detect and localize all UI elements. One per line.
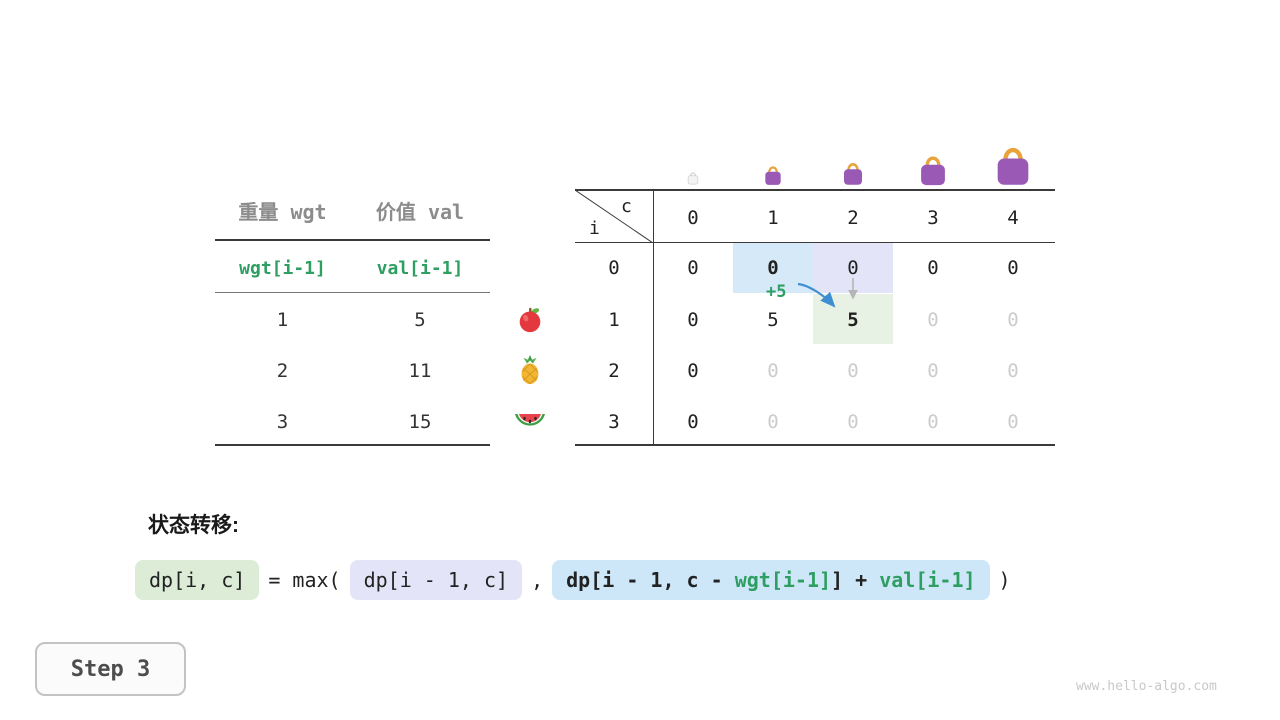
col-header: 3 (927, 207, 939, 229)
dp-cell: 0 (847, 257, 859, 279)
step-badge: Step 3 (35, 642, 186, 696)
dp-cell: 5 (847, 309, 859, 331)
dp-cell: 0 (927, 411, 939, 433)
apple-icon (515, 304, 545, 334)
divider (215, 239, 490, 241)
divider (575, 189, 1055, 191)
corner-row-label: i (589, 218, 600, 239)
bag-capacity-4-icon (991, 141, 1035, 187)
col-header: 1 (767, 207, 779, 229)
dp-cell: 0 (687, 257, 699, 279)
items-table-row: 1 5 (215, 306, 490, 334)
items-table-header: 重量 wgt 价值 val (215, 196, 490, 224)
watermelon-icon (513, 406, 547, 436)
weight-column-header: 重量 wgt (238, 199, 327, 224)
take-val-term: val[i-1] (879, 568, 976, 592)
col-header: 4 (1007, 207, 1019, 229)
state-transition-formula: dp[i, c] = max( dp[i - 1, c] , dp[i - 1,… (135, 559, 1020, 601)
bag-capacity-1-icon (762, 163, 784, 186)
row-header: 3 (608, 411, 620, 433)
items-table-row: 2 11 (215, 357, 490, 385)
corner-col-label: c (621, 196, 632, 217)
take-mid: ] + (831, 568, 880, 592)
dp-cell: 5 (767, 309, 779, 331)
row-header: 1 (608, 309, 620, 331)
formula-option-take: dp[i - 1, c - wgt[i-1]] + val[i-1] (552, 560, 990, 600)
dp-cell: 0 (687, 411, 699, 433)
item-value: 11 (408, 360, 432, 382)
take-wgt-term: wgt[i-1] (734, 568, 832, 592)
col-header: 0 (687, 207, 699, 229)
divider (215, 292, 490, 293)
item-value: 5 (414, 309, 426, 331)
watermark: www.hello-algo.com (1076, 679, 1217, 694)
plus-value-annotation: +5 (766, 282, 787, 302)
item-value: 15 (408, 411, 432, 433)
dp-cell: 0 (927, 360, 939, 382)
dp-cell: 0 (847, 411, 859, 433)
dp-cell: 0 (767, 360, 779, 382)
dp-cell: 0 (767, 257, 779, 279)
dp-cell: 0 (1007, 257, 1019, 279)
state-transition-label: 状态转移: (148, 514, 239, 537)
dp-cell: 0 (927, 309, 939, 331)
dp-cell: 0 (767, 411, 779, 433)
formula-comma: , (531, 568, 544, 592)
value-column-header: 价值 val (375, 199, 465, 224)
dp-cell: 0 (1007, 360, 1019, 382)
dp-cell: 0 (687, 309, 699, 331)
dp-cell: 0 (1007, 309, 1019, 331)
val-expression: val[i-1] (376, 257, 464, 279)
take-prefix: dp[i - 1, c - (566, 568, 735, 592)
item-weight: 3 (276, 411, 289, 433)
dp-cell: 0 (847, 360, 859, 382)
pineapple-icon (515, 355, 545, 385)
bag-capacity-3-icon (916, 151, 950, 187)
wgt-expression: wgt[i-1] (239, 257, 326, 279)
formula-close-paren: ) (998, 568, 1011, 592)
dp-cell: 0 (927, 257, 939, 279)
divider (653, 189, 654, 446)
row-header: 0 (608, 257, 620, 279)
items-table-row: 3 15 (215, 408, 490, 436)
item-weight: 1 (276, 309, 289, 331)
corner-diagonal-line (575, 190, 653, 243)
item-weight: 2 (276, 360, 289, 382)
dp-cell: 0 (1007, 411, 1019, 433)
dp-cell: 0 (687, 360, 699, 382)
col-header: 2 (847, 207, 859, 229)
formula-lhs: dp[i, c] (135, 560, 260, 600)
bag-capacity-2-icon (840, 159, 866, 186)
bag-capacity-0-icon (686, 170, 700, 185)
divider (575, 444, 1055, 446)
divider (215, 444, 490, 446)
formula-equals-max: = max( (268, 568, 341, 592)
items-table-expr-row: wgt[i-1] val[i-1] (215, 254, 490, 282)
row-header: 2 (608, 360, 620, 382)
formula-option-keep: dp[i - 1, c] (349, 560, 523, 600)
divider (575, 242, 1055, 243)
